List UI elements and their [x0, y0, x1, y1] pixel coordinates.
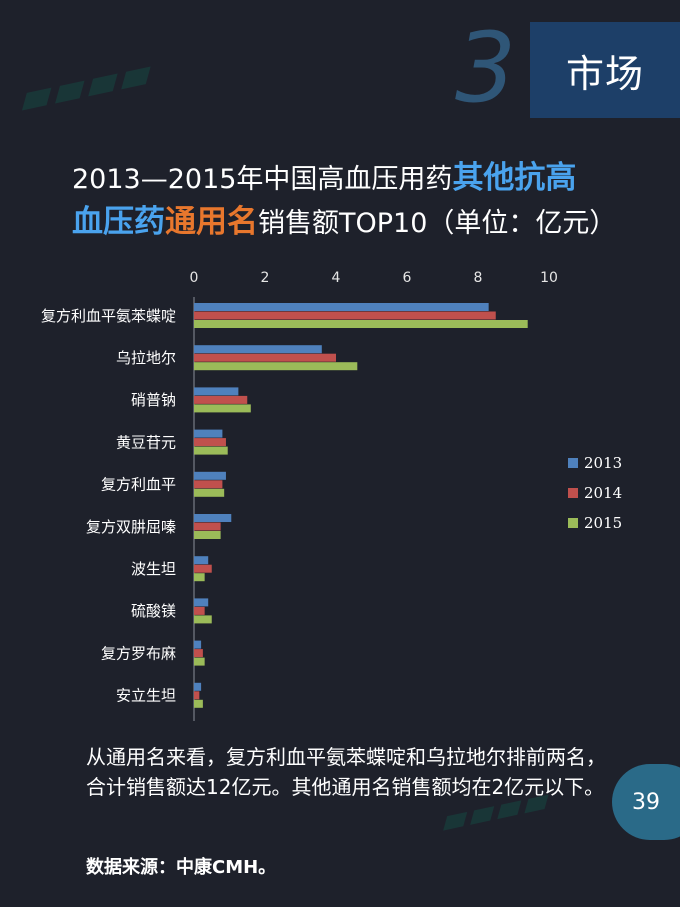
x-tick-label: 2	[261, 270, 270, 286]
bar-2014	[194, 395, 248, 404]
bar-2013	[194, 387, 239, 396]
title-part-1: 2013—2015年中国高血压用药	[72, 164, 453, 195]
bar-2014	[194, 480, 223, 489]
category-label: 波生坦	[131, 560, 176, 578]
bar-2014	[194, 353, 336, 362]
legend-label-2013: 2013	[584, 454, 622, 472]
bar-2014	[194, 564, 212, 573]
legend-swatch-2013	[568, 458, 578, 468]
title-part-2: 其他抗高	[452, 160, 577, 196]
watermark-top-left: ▰▰▰▰	[14, 46, 158, 125]
bar-2013	[194, 640, 202, 649]
bar-2015	[194, 657, 205, 666]
bar-2014	[194, 606, 205, 615]
bar-chart: 0 2 4 6 8 10 复方利血平氨苯蝶啶乌拉地尔硝普钠黄豆苷元复方利血平复方双肼屈嗪波生…	[41, 270, 622, 721]
bar-2014	[194, 438, 226, 447]
bar-2014	[194, 649, 203, 658]
bar-2013	[194, 471, 226, 480]
bar-2015	[194, 362, 358, 371]
bar-2013	[194, 514, 232, 522]
bar-2015	[194, 615, 212, 624]
title-part-3: 血压药	[72, 204, 165, 240]
bar-2014	[194, 691, 200, 700]
category-label: 黄豆苷元	[116, 433, 176, 451]
bar-2015	[194, 404, 251, 413]
page-number: 39	[632, 789, 660, 815]
section-number: 3	[455, 12, 517, 124]
legend-swatch-2014	[568, 488, 578, 498]
bar-2015	[194, 573, 205, 582]
x-tick-label: 10	[540, 270, 558, 286]
bar-2013	[194, 556, 209, 565]
bar-2015	[194, 446, 228, 455]
section-label: 市场	[565, 51, 644, 96]
category-label: 复方利血平	[101, 476, 176, 494]
legend-label-2014: 2014	[584, 484, 622, 502]
category-label: 复方双肼屈嗪	[86, 518, 176, 536]
bar-2013	[194, 429, 223, 438]
category-label: 硝普钠	[131, 391, 176, 409]
title-line-1: 2013—2015年中国高血压用药其他抗高	[72, 157, 672, 201]
bar-2015	[194, 531, 221, 539]
title-line-2: 血压药通用名销售额TOP10（单位：亿元）	[72, 201, 672, 245]
x-tick-label: 6	[403, 270, 412, 286]
bar-2015	[194, 699, 203, 708]
x-tick-label: 0	[190, 270, 199, 286]
legend-label-2015: 2015	[584, 514, 622, 532]
bar-2013	[194, 598, 209, 607]
page-badge: 39	[612, 764, 680, 840]
category-label: 硫酸镁	[131, 602, 176, 620]
summary-text: 从通用名来看，复方利血平氨苯蝶啶和乌拉地尔排前两名，合计销售额达12亿元。其他通…	[86, 745, 606, 799]
title-part-5: 销售额TOP10（单位：亿元）	[258, 208, 617, 239]
x-tick-label: 4	[332, 270, 341, 286]
bar-2015	[194, 488, 225, 497]
bar-2014	[194, 311, 496, 320]
bar-2013	[194, 682, 202, 691]
bar-2014	[194, 522, 221, 531]
category-label: 复方利血平氨苯蝶啶	[41, 307, 176, 325]
bar-2013	[194, 345, 322, 354]
x-tick-label: 8	[474, 270, 483, 286]
title-part-4: 通用名	[165, 204, 258, 240]
section-header: 市场	[530, 22, 680, 118]
category-label: 安立生坦	[116, 687, 176, 705]
category-label: 复方罗布麻	[101, 644, 176, 662]
bar-2013	[194, 303, 489, 311]
category-label: 乌拉地尔	[116, 349, 176, 367]
data-source: 数据来源：中康CMH。	[86, 857, 277, 878]
legend-swatch-2015	[568, 518, 578, 528]
bar-2015	[194, 320, 528, 328]
chart-title: 2013—2015年中国高血压用药其他抗高 血压药通用名销售额TOP10（单位：…	[72, 157, 672, 245]
